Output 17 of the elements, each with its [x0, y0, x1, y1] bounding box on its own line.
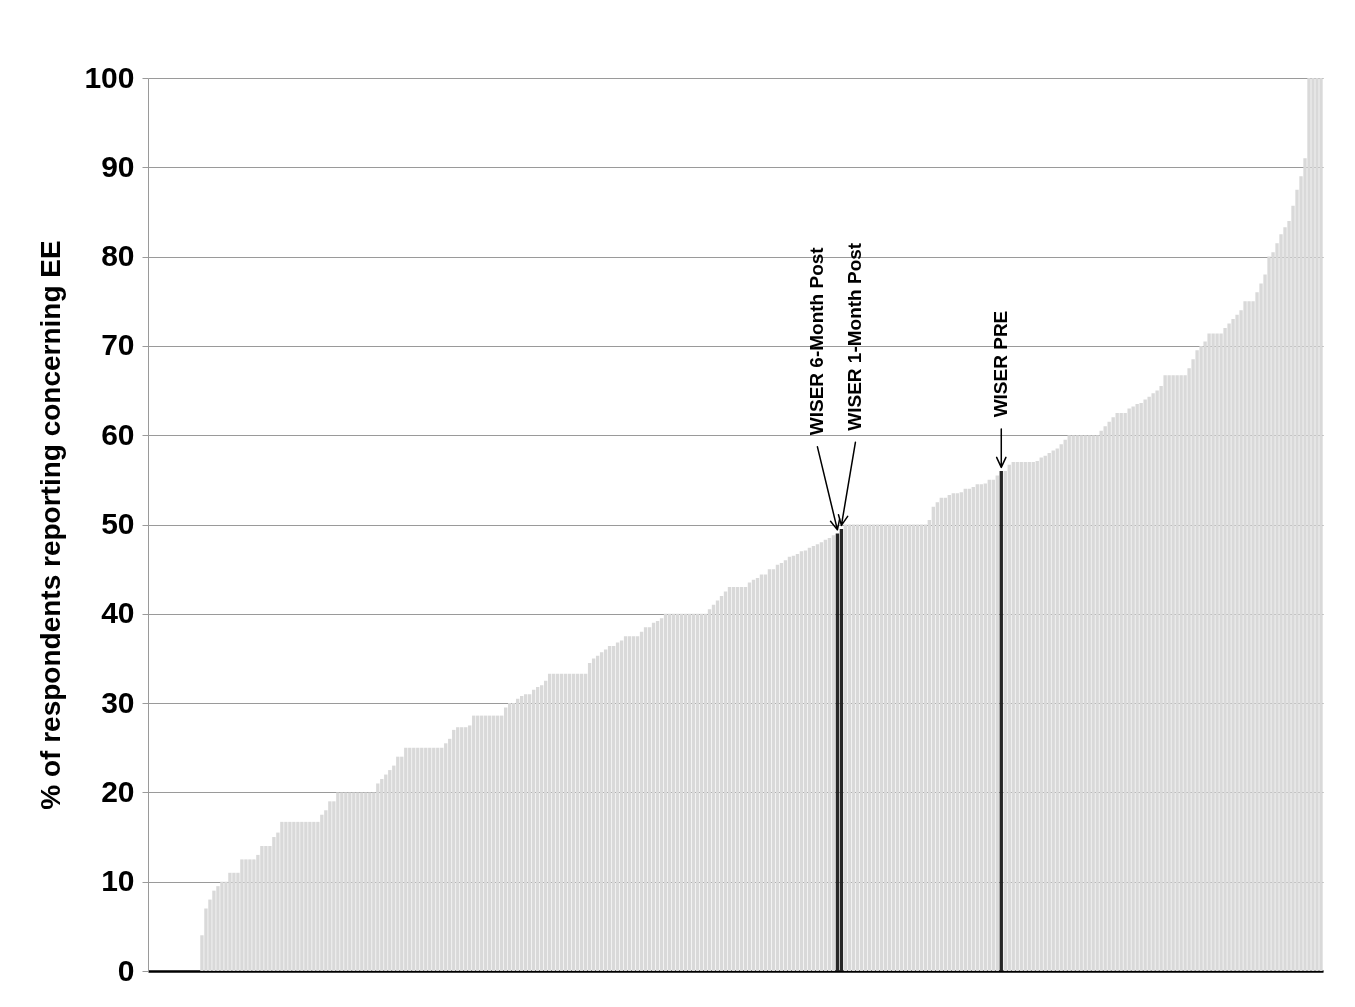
- y-tick-label: 100: [84, 60, 135, 94]
- y-tick-label: 10: [101, 864, 135, 898]
- y-tick-label: 80: [101, 239, 135, 273]
- y-tick-label: 30: [101, 685, 135, 719]
- annotation: WISER 1-Month Post: [844, 242, 866, 431]
- bar: [1319, 78, 1323, 971]
- y-tick-label: 60: [101, 417, 135, 451]
- y-tick-label: 70: [101, 328, 135, 362]
- bar: [591, 658, 596, 971]
- y-tick-label: 90: [101, 149, 135, 183]
- y-tick-label: 50: [101, 507, 135, 540]
- y-tick-label: 40: [101, 596, 135, 630]
- y-axis-title: % of respondents reporting concerning EE: [35, 240, 67, 810]
- y-tick-label: 20: [101, 774, 135, 808]
- annotation: WISER 6-Month Post: [806, 246, 828, 436]
- annotation: WISER PRE: [990, 310, 1012, 418]
- y-tick-label: 0: [117, 953, 135, 987]
